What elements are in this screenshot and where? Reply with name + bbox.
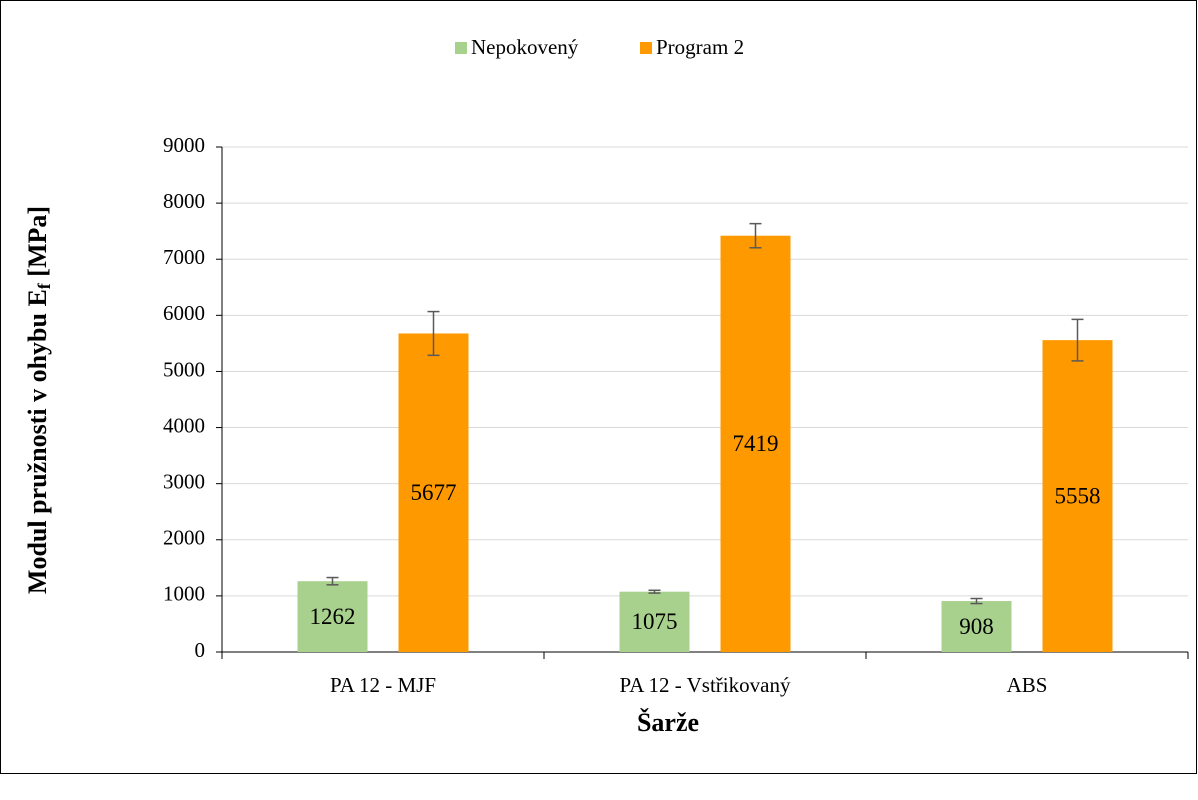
- data-label: 1262: [310, 604, 356, 629]
- data-label: 5558: [1055, 483, 1101, 508]
- data-label: 908: [959, 614, 994, 639]
- y-tick-label: 1000: [163, 582, 205, 606]
- x-tick-label: PA 12 - MJF: [330, 673, 436, 697]
- y-axis-title-suffix: [MPa]: [23, 206, 52, 283]
- legend-swatch: [455, 42, 467, 54]
- y-tick-label: 8000: [163, 189, 205, 213]
- y-axis-title-text: Modul pružnosti v ohybu E: [23, 289, 52, 594]
- legend-swatch: [640, 42, 652, 54]
- x-tick-label: PA 12 - Vstřikovaný: [620, 673, 791, 697]
- data-label: 1075: [632, 609, 678, 634]
- y-tick-label: 6000: [163, 301, 205, 325]
- y-tick-label: 3000: [163, 469, 205, 493]
- bar: [1042, 340, 1113, 652]
- y-axis-title-sub: f: [34, 282, 54, 289]
- y-axis-title: Modul pružnosti v ohybu Ef [MPa]: [23, 206, 54, 594]
- legend-label: Program 2: [656, 35, 744, 59]
- y-tick-label: 2000: [163, 526, 205, 550]
- y-tick-label: 7000: [163, 245, 205, 269]
- y-tick-label: 0: [195, 638, 206, 662]
- data-label: 7419: [733, 431, 779, 456]
- bar: [941, 601, 1012, 652]
- bar: [720, 235, 791, 652]
- bar: [398, 333, 469, 652]
- legend-label: Nepokovený: [471, 35, 579, 59]
- y-tick-label: 9000: [163, 133, 205, 157]
- y-tick-label: 4000: [163, 413, 205, 437]
- x-tick-label: ABS: [1007, 673, 1048, 697]
- bar: [297, 581, 368, 652]
- bar: [619, 591, 690, 652]
- y-tick-label: 5000: [163, 357, 205, 381]
- x-axis-title: Šarže: [637, 708, 699, 737]
- chart-frame: [0, 0, 1197, 774]
- data-label: 5677: [411, 480, 457, 505]
